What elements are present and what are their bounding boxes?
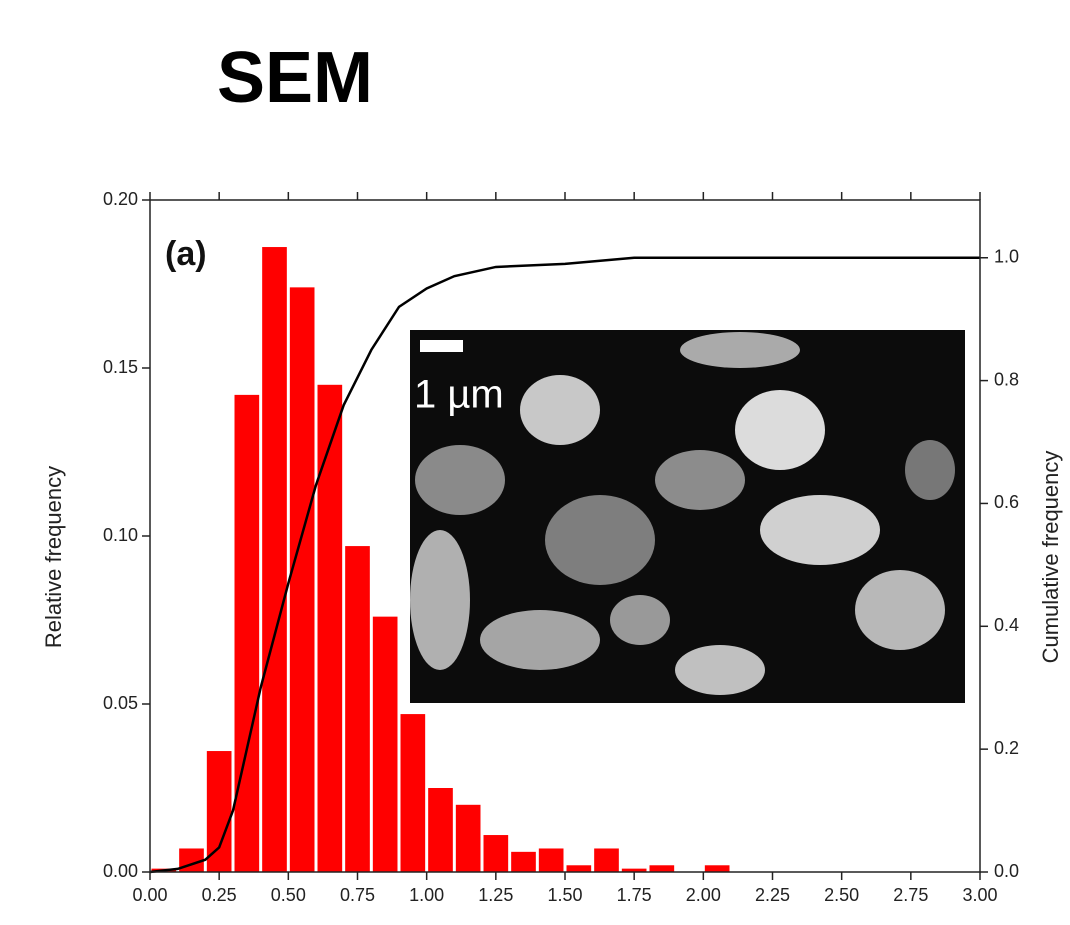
- x-tick-label: 2.25: [755, 885, 790, 905]
- bar: [317, 384, 343, 872]
- bar: [345, 546, 370, 872]
- bar: [400, 714, 426, 872]
- bar: [649, 865, 675, 872]
- y2-tick-label: 0.2: [994, 738, 1019, 758]
- x-tick-label: 1.75: [617, 885, 652, 905]
- bar: [289, 287, 315, 872]
- x-tick-label: 0.25: [202, 885, 237, 905]
- bar: [372, 616, 398, 872]
- y2-tick-label: 0.6: [994, 492, 1019, 512]
- bar: [483, 835, 509, 872]
- bar: [566, 865, 592, 872]
- bar: [455, 804, 481, 872]
- bar: [262, 247, 287, 873]
- x-tick-label: 0.50: [271, 885, 306, 905]
- x-tick-label: 1.25: [478, 885, 513, 905]
- bar: [621, 868, 647, 872]
- particles: [410, 332, 955, 695]
- x-tick-label: 0.75: [340, 885, 375, 905]
- bar: [428, 788, 453, 872]
- x-tick-label: 3.00: [962, 885, 997, 905]
- y-tick-label: 0.20: [103, 189, 138, 209]
- bar: [704, 865, 730, 872]
- y2-tick-label: 0.0: [994, 861, 1019, 881]
- y-tick-label: 0.00: [103, 861, 138, 881]
- panel-label: (a): [165, 235, 207, 273]
- y-tick-label: 0.05: [103, 693, 138, 713]
- chart-title: SEM: [217, 38, 373, 118]
- cumulative-line: [149, 256, 980, 874]
- x-tick-label: 2.50: [824, 885, 859, 905]
- inset-scale-label: 1 µm: [414, 373, 504, 417]
- bar: [206, 751, 232, 872]
- x-tick-label: 1.00: [409, 885, 444, 905]
- y2-axis-label: Cumulative frequency: [1038, 451, 1063, 664]
- y-tick-label: 0.15: [103, 357, 138, 377]
- x-tick-label: 1.50: [547, 885, 582, 905]
- inset-image: 1 µm: [410, 330, 965, 703]
- y-tick-label: 0.10: [103, 525, 138, 545]
- x-tick-label: 2.75: [893, 885, 928, 905]
- x-tick-label: 0.00: [132, 885, 167, 905]
- bar: [538, 848, 564, 872]
- bar: [594, 848, 619, 872]
- y2-tick-label: 0.4: [994, 615, 1019, 635]
- bar: [234, 394, 260, 872]
- x-tick-label: 2.00: [686, 885, 721, 905]
- y2-tick-label: 1.0: [994, 246, 1019, 266]
- bars: [151, 247, 730, 873]
- y2-tick-label: 0.8: [994, 369, 1019, 389]
- y-axis-label: Relative frequency: [41, 466, 66, 648]
- bar: [511, 851, 536, 872]
- scale-bar: [420, 340, 463, 352]
